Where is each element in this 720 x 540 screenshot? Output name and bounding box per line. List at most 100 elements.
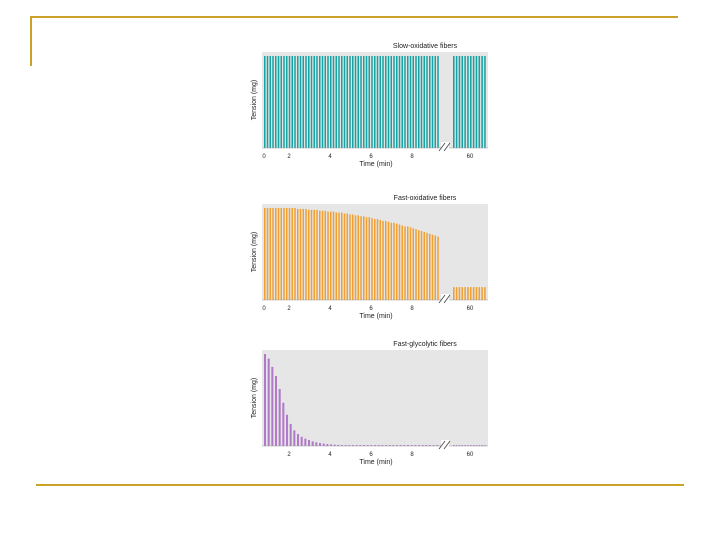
bar	[363, 56, 365, 148]
bar	[305, 208, 307, 300]
bar	[453, 445, 455, 446]
chart-panel-3: Fast-glycolytic fibers Tension (mg) 2 4 6 8 60…	[251, 341, 488, 466]
bar	[267, 358, 270, 446]
bar	[481, 445, 483, 446]
axis-break-mark	[438, 294, 446, 304]
bar	[291, 56, 294, 148]
bar	[415, 229, 417, 300]
bar	[299, 208, 302, 300]
x-tick-label: 8	[410, 154, 414, 160]
bar	[341, 212, 343, 300]
bar	[333, 444, 336, 446]
bar	[470, 56, 472, 148]
bar	[269, 56, 272, 148]
bar	[414, 445, 417, 446]
bar	[461, 445, 464, 446]
bar	[475, 56, 478, 148]
x-tick-label: 6	[369, 306, 373, 312]
bar	[288, 208, 291, 300]
bar	[399, 445, 402, 446]
x-tick-label: 6	[369, 154, 373, 160]
bar	[464, 445, 466, 446]
bar	[294, 56, 296, 148]
bar	[470, 445, 472, 446]
slide-frame-top-rule	[30, 16, 678, 18]
bar	[396, 445, 399, 446]
bar	[461, 56, 464, 148]
x-tick-label: 2	[287, 452, 291, 458]
bar	[272, 208, 274, 300]
x-axis-label: Time (min)	[359, 459, 392, 466]
bar	[371, 218, 373, 300]
axis-break-mark	[443, 294, 451, 304]
bar	[407, 226, 409, 300]
bar	[376, 219, 379, 300]
bar	[470, 287, 472, 300]
bar	[423, 231, 426, 300]
bar	[294, 208, 296, 300]
bar	[341, 56, 343, 148]
bar	[330, 211, 332, 300]
bar	[455, 287, 458, 300]
bar	[288, 56, 291, 148]
bar	[425, 445, 428, 446]
bar	[308, 56, 310, 148]
bar	[332, 211, 335, 300]
axis-break-gap	[441, 294, 449, 304]
axis-break-gap	[441, 142, 449, 152]
x-tick-label: 4	[328, 452, 332, 458]
bar	[390, 56, 393, 148]
bar	[374, 56, 376, 148]
x-tick-label: 6	[369, 452, 373, 458]
bar	[275, 208, 277, 300]
bar	[327, 56, 329, 148]
x-tick-label: 4	[328, 154, 332, 160]
y-axis-label: Tension (mg)	[251, 80, 258, 120]
bar	[374, 445, 377, 446]
bar	[332, 56, 335, 148]
x-tick-label: 2	[287, 306, 291, 312]
bar	[484, 287, 486, 300]
bar	[264, 208, 266, 300]
bar	[352, 214, 354, 300]
bar	[410, 445, 413, 446]
bar	[420, 56, 423, 148]
bar	[464, 287, 466, 300]
bar	[348, 445, 351, 446]
bar	[289, 423, 292, 446]
bar	[393, 56, 395, 148]
bar	[321, 56, 324, 148]
bar	[379, 219, 382, 300]
bar	[359, 445, 362, 446]
bar	[484, 56, 486, 148]
bar	[401, 56, 404, 148]
bar	[275, 56, 277, 148]
bar	[335, 212, 338, 300]
bar	[407, 56, 409, 148]
bar	[368, 217, 371, 300]
bar	[266, 208, 269, 300]
bar	[366, 445, 369, 446]
bar	[349, 214, 351, 300]
bar	[429, 56, 431, 148]
bar	[478, 445, 481, 446]
bar	[388, 445, 391, 446]
bar	[337, 444, 340, 446]
bar	[429, 445, 432, 446]
x-tick-label: 60	[467, 306, 474, 312]
bar	[346, 213, 349, 300]
bar	[374, 219, 376, 300]
x-tick-label: 2	[287, 154, 291, 160]
bar	[275, 376, 278, 446]
bar	[418, 56, 420, 148]
bar	[365, 56, 368, 148]
bar	[423, 56, 426, 148]
bar	[282, 402, 285, 446]
bar	[286, 208, 288, 300]
x-tick-label: 8	[410, 306, 414, 312]
bar	[412, 228, 415, 300]
bar	[409, 227, 412, 300]
bar	[475, 287, 478, 300]
bar	[396, 56, 398, 148]
